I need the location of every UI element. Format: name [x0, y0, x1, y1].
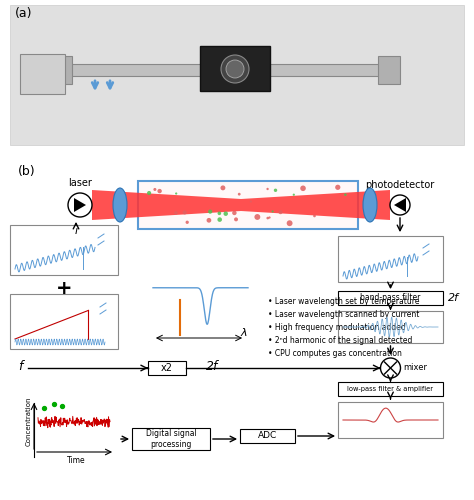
- Text: λ: λ: [240, 328, 247, 338]
- FancyBboxPatch shape: [338, 382, 443, 396]
- Circle shape: [250, 200, 252, 202]
- Circle shape: [234, 218, 238, 222]
- FancyBboxPatch shape: [50, 56, 72, 84]
- FancyBboxPatch shape: [10, 225, 118, 275]
- Text: • Laser wavelength set by temperature: • Laser wavelength set by temperature: [268, 297, 419, 306]
- Text: Concentration: Concentration: [26, 396, 32, 446]
- Text: +: +: [56, 280, 72, 298]
- Circle shape: [268, 216, 271, 218]
- Circle shape: [182, 210, 187, 214]
- Circle shape: [185, 220, 189, 224]
- Circle shape: [221, 55, 249, 83]
- Circle shape: [300, 186, 306, 191]
- Ellipse shape: [113, 188, 127, 222]
- Text: (b): (b): [18, 165, 36, 178]
- Text: f: f: [18, 360, 22, 374]
- Circle shape: [335, 184, 340, 190]
- Circle shape: [68, 193, 92, 217]
- Circle shape: [218, 218, 222, 222]
- Text: low-pass filter & amplifier: low-pass filter & amplifier: [347, 386, 434, 392]
- Circle shape: [272, 210, 274, 212]
- FancyBboxPatch shape: [200, 46, 270, 91]
- Circle shape: [266, 188, 269, 190]
- Text: ADC: ADC: [258, 432, 277, 440]
- Circle shape: [292, 194, 295, 196]
- Point: [50, 400, 58, 408]
- Text: 2f: 2f: [448, 293, 459, 303]
- FancyBboxPatch shape: [378, 56, 400, 84]
- Circle shape: [287, 220, 292, 226]
- Circle shape: [238, 193, 241, 196]
- FancyBboxPatch shape: [138, 181, 358, 229]
- Text: (a): (a): [15, 7, 33, 20]
- Polygon shape: [74, 198, 86, 212]
- Circle shape: [147, 191, 151, 195]
- Circle shape: [218, 212, 221, 215]
- Circle shape: [174, 211, 178, 214]
- Circle shape: [224, 212, 228, 216]
- FancyBboxPatch shape: [338, 291, 443, 305]
- Text: x2: x2: [161, 363, 173, 373]
- Circle shape: [220, 186, 225, 190]
- Circle shape: [255, 214, 260, 220]
- Circle shape: [208, 210, 212, 214]
- FancyBboxPatch shape: [338, 311, 443, 343]
- Text: laser: laser: [68, 178, 92, 188]
- Text: • 2ⁿd harmonic of the signal detected: • 2ⁿd harmonic of the signal detected: [268, 336, 412, 345]
- Text: • High frequency modulation added: • High frequency modulation added: [268, 323, 406, 332]
- Polygon shape: [394, 198, 406, 212]
- Text: 2f: 2f: [206, 360, 219, 372]
- FancyBboxPatch shape: [10, 5, 464, 145]
- FancyBboxPatch shape: [338, 402, 443, 438]
- Circle shape: [157, 189, 162, 194]
- FancyBboxPatch shape: [70, 64, 380, 76]
- Circle shape: [226, 60, 244, 78]
- Text: Digital signal
processing: Digital signal processing: [146, 430, 196, 448]
- Point: [40, 404, 48, 412]
- Circle shape: [278, 210, 283, 214]
- Circle shape: [274, 188, 277, 192]
- Circle shape: [175, 192, 177, 194]
- FancyBboxPatch shape: [132, 428, 210, 450]
- Text: i: i: [74, 226, 78, 236]
- FancyBboxPatch shape: [338, 236, 443, 282]
- Circle shape: [154, 188, 156, 191]
- Circle shape: [313, 214, 316, 218]
- Circle shape: [266, 217, 269, 220]
- Text: • Laser wavelength scanned by current: • Laser wavelength scanned by current: [268, 310, 419, 319]
- Text: mixer: mixer: [403, 364, 428, 372]
- Text: band-pass filter: band-pass filter: [360, 294, 421, 302]
- Circle shape: [232, 210, 237, 215]
- Circle shape: [390, 195, 410, 215]
- Text: photodetector: photodetector: [365, 180, 435, 190]
- FancyBboxPatch shape: [20, 54, 65, 94]
- Ellipse shape: [363, 188, 377, 222]
- Polygon shape: [92, 190, 390, 220]
- Circle shape: [381, 358, 401, 378]
- FancyBboxPatch shape: [240, 429, 295, 443]
- Circle shape: [344, 194, 346, 196]
- Text: • CPU computes gas concentration: • CPU computes gas concentration: [268, 349, 402, 358]
- FancyBboxPatch shape: [10, 294, 118, 349]
- Circle shape: [207, 218, 211, 222]
- Text: Time: Time: [67, 456, 85, 465]
- Point: [58, 402, 66, 410]
- FancyBboxPatch shape: [148, 361, 186, 375]
